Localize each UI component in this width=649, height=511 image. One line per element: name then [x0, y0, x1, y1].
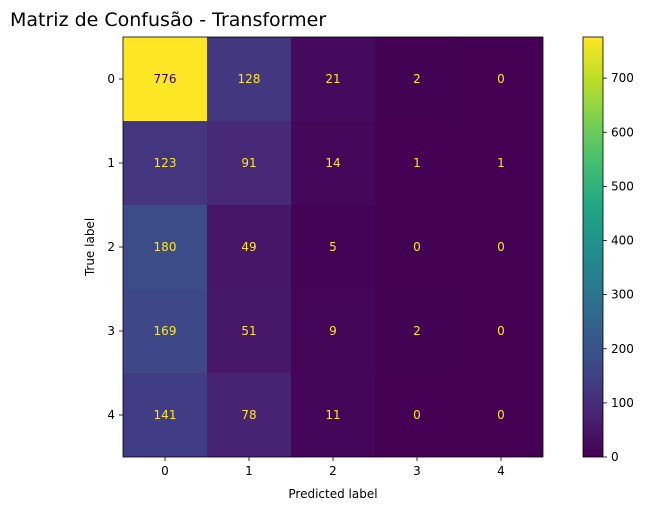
colorbar-tick-label: 500: [611, 179, 634, 193]
cell-value-label: 0: [497, 408, 505, 422]
cell-value-label: 14: [325, 156, 340, 170]
heatmap-cell: [459, 205, 543, 289]
x-axis-ticks: 0 1 2 3 4: [161, 457, 505, 478]
heatmap-cell: [375, 205, 459, 289]
colorbar-tick-label: 300: [611, 288, 634, 302]
colorbar-tick-label: 200: [611, 342, 634, 356]
colorbar-ticks: 0 100 200 300 400 500 600 700: [603, 71, 634, 464]
cell-value-label: 91: [241, 156, 256, 170]
heatmap-cell: [207, 121, 291, 205]
cell-value-label: 141: [154, 408, 177, 422]
y-tick-label: 2: [107, 240, 115, 254]
chart-title: Matriz de Confusão - Transformer: [10, 9, 326, 31]
y-tick-label: 4: [107, 408, 115, 422]
cell-value-label: 776: [154, 72, 177, 86]
colorbar-tick-label: 100: [611, 396, 634, 410]
cell-value-label: 11: [325, 408, 340, 422]
heatmap-cell: [375, 37, 459, 121]
cell-value-label: 180: [154, 240, 177, 254]
x-tick-label: 0: [161, 464, 169, 478]
colorbar-tick-label: 400: [611, 234, 634, 248]
y-axis-label: True label: [83, 218, 97, 277]
cell-value-label: 0: [413, 408, 421, 422]
heatmap-cell: [459, 37, 543, 121]
cell-value-label: 21: [325, 72, 340, 86]
cell-value-label: 0: [497, 240, 505, 254]
y-tick-label: 0: [107, 72, 115, 86]
cell-value-label: 0: [413, 240, 421, 254]
cell-value-label: 9: [329, 324, 337, 338]
heatmap-cell: [123, 205, 207, 289]
cell-value-label: 1: [497, 156, 505, 170]
colorbar-tick-label: 0: [611, 450, 619, 464]
colorbar-tick-label: 600: [611, 125, 634, 139]
heatmap-cell: [123, 37, 207, 121]
cell-value-label: 128: [238, 72, 261, 86]
cell-value-label: 2: [413, 324, 421, 338]
x-axis-label: Predicted label: [288, 487, 377, 501]
cell-value-label: 5: [329, 240, 337, 254]
cell-value-label: 0: [497, 324, 505, 338]
y-axis-ticks: 0 1 2 3 4: [107, 72, 123, 422]
heatmap-cells: [123, 37, 543, 457]
cell-value-label: 1: [413, 156, 421, 170]
cell-value-label: 0: [497, 72, 505, 86]
x-tick-label: 3: [413, 464, 421, 478]
heatmap-cell: [459, 373, 543, 457]
heatmap-cell: [123, 373, 207, 457]
cell-value-label: 2: [413, 72, 421, 86]
heatmap-cell: [207, 289, 291, 373]
heatmap-cell: [123, 121, 207, 205]
y-tick-label: 3: [107, 324, 115, 338]
y-tick-label: 1: [107, 156, 115, 170]
cell-value-label: 169: [154, 324, 177, 338]
cell-value-label: 51: [241, 324, 256, 338]
heatmap-cell: [123, 289, 207, 373]
cell-value-label: 49: [241, 240, 256, 254]
x-tick-label: 2: [329, 464, 337, 478]
colorbar: [582, 36, 604, 458]
x-tick-label: 4: [497, 464, 505, 478]
heatmap-cell: [291, 37, 375, 121]
heatmap-cell: [291, 373, 375, 457]
cell-value-label: 123: [154, 156, 177, 170]
heatmap-cell: [459, 121, 543, 205]
heatmap-cell: [459, 289, 543, 373]
heatmap-cell: [375, 289, 459, 373]
heatmap-cell: [291, 121, 375, 205]
heatmap-cell: [207, 205, 291, 289]
colorbar-tick-label: 700: [611, 71, 634, 85]
heatmap-cell: [207, 373, 291, 457]
heatmap-cell: [291, 205, 375, 289]
x-tick-label: 1: [245, 464, 253, 478]
heatmap-cell: [375, 121, 459, 205]
heatmap-cell: [375, 373, 459, 457]
cell-value-label: 78: [241, 408, 256, 422]
heatmap-cell: [291, 289, 375, 373]
heatmap-cell: [207, 37, 291, 121]
